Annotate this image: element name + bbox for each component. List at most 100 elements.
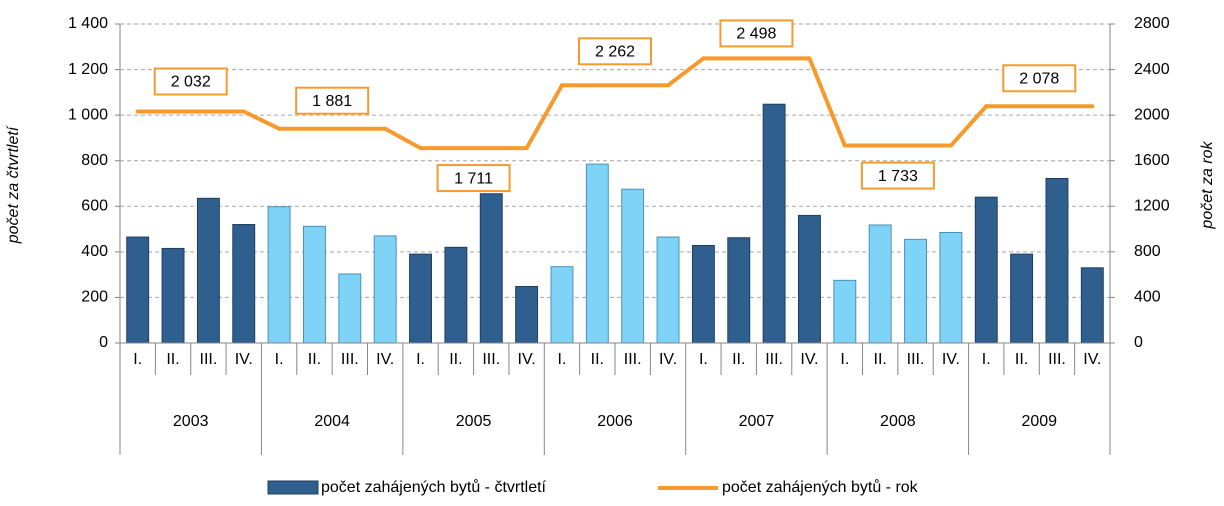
x-tick-label: IV. bbox=[942, 351, 960, 368]
y2-tick-label: 2000 bbox=[1134, 106, 1170, 123]
x-tick-label: IV. bbox=[518, 351, 536, 368]
x-tick-label: IV. bbox=[659, 351, 677, 368]
legend-swatch bbox=[267, 480, 319, 495]
data-label: 2 498 bbox=[736, 26, 776, 43]
data-label: 2 032 bbox=[171, 74, 211, 91]
line-connector bbox=[524, 83, 564, 151]
x-tick-label: II. bbox=[591, 351, 604, 368]
x-tick-label: III. bbox=[200, 351, 218, 368]
bar bbox=[161, 247, 185, 344]
x-tick-label: I. bbox=[275, 351, 284, 368]
data-label-box bbox=[436, 164, 511, 193]
x-tick-label: II. bbox=[874, 351, 887, 368]
data-label: 1 733 bbox=[878, 168, 918, 185]
bar bbox=[1080, 267, 1104, 344]
y-tick-label: 1 000 bbox=[68, 106, 108, 123]
y2-tick-label: 1600 bbox=[1134, 152, 1170, 169]
y2-tick-label: 800 bbox=[1134, 243, 1161, 260]
data-label: 1 711 bbox=[454, 170, 493, 187]
x-tick-label: IV. bbox=[235, 351, 253, 368]
bar bbox=[303, 225, 326, 344]
data-label-box bbox=[153, 67, 228, 96]
y2-tick-label: 400 bbox=[1134, 289, 1161, 306]
bar bbox=[868, 224, 892, 344]
x-tick-label: I. bbox=[982, 351, 991, 368]
x-group-label: 2006 bbox=[597, 413, 633, 430]
x-tick-label: IV. bbox=[376, 351, 394, 368]
x-tick-label: IV. bbox=[1083, 351, 1101, 368]
bar bbox=[196, 197, 220, 344]
x-group-label: 2007 bbox=[739, 413, 775, 430]
y2-tick-label: 2400 bbox=[1134, 61, 1170, 78]
bar bbox=[373, 235, 397, 344]
x-tick-label: I. bbox=[558, 351, 567, 368]
x-tick-label: III. bbox=[341, 351, 359, 368]
data-label-box bbox=[1002, 64, 1077, 93]
data-label-box bbox=[860, 161, 935, 190]
x-group-label: 2008 bbox=[880, 413, 916, 430]
bar bbox=[656, 236, 680, 344]
y-tick-label: 400 bbox=[81, 243, 108, 260]
x-group-label: 2009 bbox=[1021, 413, 1057, 430]
bar bbox=[444, 246, 468, 344]
y2-tick-label: 1200 bbox=[1134, 198, 1170, 215]
x-tick-label: III. bbox=[765, 351, 783, 368]
line-connector bbox=[666, 56, 706, 88]
bar bbox=[409, 253, 432, 344]
bar bbox=[338, 273, 362, 344]
y-tick-label: 200 bbox=[81, 289, 108, 306]
bar bbox=[833, 279, 857, 344]
bar bbox=[479, 193, 503, 344]
x-tick-label: II. bbox=[1015, 351, 1028, 368]
x-tick-label: II. bbox=[308, 351, 321, 368]
data-label-box bbox=[295, 86, 370, 115]
line-connector bbox=[807, 56, 847, 148]
bar bbox=[691, 244, 715, 344]
bar bbox=[762, 103, 786, 344]
bar bbox=[939, 231, 963, 344]
x-tick-label: II. bbox=[166, 351, 179, 368]
bar bbox=[1010, 253, 1034, 344]
y-tick-label: 1 200 bbox=[68, 61, 108, 78]
y2-tick-label: 0 bbox=[1134, 334, 1143, 351]
x-tick-label: III. bbox=[624, 351, 642, 368]
y-tick-label: 0 bbox=[99, 334, 108, 351]
bar bbox=[798, 214, 821, 344]
x-tick-label: III. bbox=[1048, 351, 1066, 368]
bar bbox=[1045, 177, 1069, 344]
x-tick-label: III. bbox=[907, 351, 925, 368]
x-tick-label: II. bbox=[449, 351, 462, 368]
x-tick-label: I. bbox=[416, 351, 425, 368]
x-tick-label: II. bbox=[732, 351, 745, 368]
bar bbox=[515, 285, 539, 344]
y-axis-title: počet za čtvrtletí bbox=[5, 125, 22, 244]
data-label: 2 078 bbox=[1019, 70, 1059, 87]
data-label-box bbox=[578, 37, 652, 66]
x-tick-label: IV. bbox=[800, 351, 818, 368]
y-tick-label: 800 bbox=[81, 152, 108, 169]
line-connector bbox=[383, 126, 423, 151]
bar bbox=[550, 266, 574, 344]
x-tick-label: I. bbox=[699, 351, 708, 368]
bar bbox=[126, 236, 150, 344]
data-label: 1 881 bbox=[312, 93, 352, 110]
x-tick-label: I. bbox=[840, 351, 849, 368]
bar bbox=[974, 196, 998, 344]
x-tick-label: I. bbox=[133, 351, 142, 368]
y-tick-label: 1 400 bbox=[68, 15, 108, 32]
legend-label: počet zahájených bytů - rok bbox=[722, 478, 919, 496]
x-group-label: 2005 bbox=[456, 413, 492, 430]
bar bbox=[585, 163, 609, 344]
line-connector bbox=[241, 109, 282, 131]
bar bbox=[267, 206, 291, 344]
line-connector bbox=[948, 104, 989, 148]
y-tick-label: 600 bbox=[81, 198, 108, 215]
y2-tick-label: 2800 bbox=[1134, 15, 1170, 32]
legend-label: počet zahájených bytů - čtvrtletí bbox=[321, 478, 547, 496]
bar bbox=[904, 238, 927, 344]
data-label-box bbox=[719, 19, 794, 48]
bar bbox=[727, 237, 751, 344]
x-tick-label: III. bbox=[482, 351, 500, 368]
x-group-label: 2004 bbox=[314, 413, 350, 430]
